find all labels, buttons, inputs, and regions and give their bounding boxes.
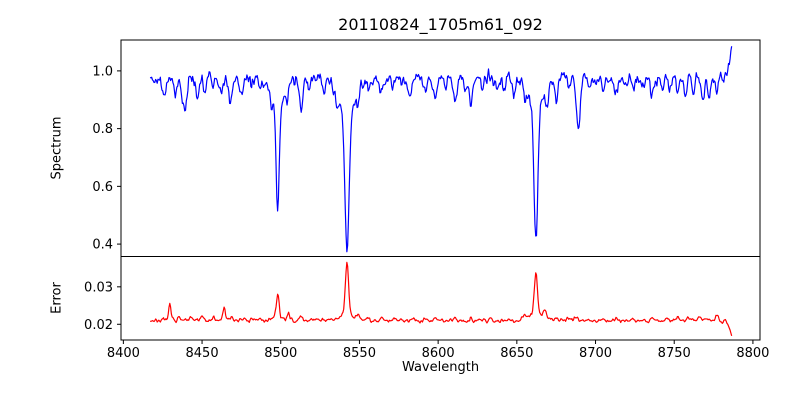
- error-y-tick-label: 0.02: [84, 318, 113, 333]
- x-tick-label: 8500: [264, 346, 297, 361]
- spectrum-panel-frame: [120, 39, 761, 257]
- x-tick-label: 8600: [422, 346, 455, 361]
- error-panel-frame: [120, 256, 761, 341]
- x-tick-label: 8450: [186, 346, 219, 361]
- spectrum-y-tick-label: 1.0: [92, 64, 113, 79]
- spectrum-y-tick-label: 0.4: [92, 238, 113, 253]
- spectrum-y-tick-label: 0.8: [92, 122, 113, 137]
- error-line: [150, 261, 733, 337]
- error-y-tick-label: 0.03: [84, 280, 113, 295]
- x-tick-label: 8750: [658, 346, 691, 361]
- x-tick-label: 8550: [343, 346, 376, 361]
- chart-title: 20110824_1705m61_092: [338, 15, 543, 34]
- spectrum-y-tick-label: 0.6: [92, 180, 113, 195]
- x-tick-label: 8700: [579, 346, 612, 361]
- x-axis-label: Wavelength: [401, 360, 480, 375]
- x-tick-label: 8400: [107, 346, 140, 361]
- x-tick-label: 8800: [736, 346, 769, 361]
- x-tick-label: 8650: [500, 346, 533, 361]
- spectrum-line: [149, 46, 733, 253]
